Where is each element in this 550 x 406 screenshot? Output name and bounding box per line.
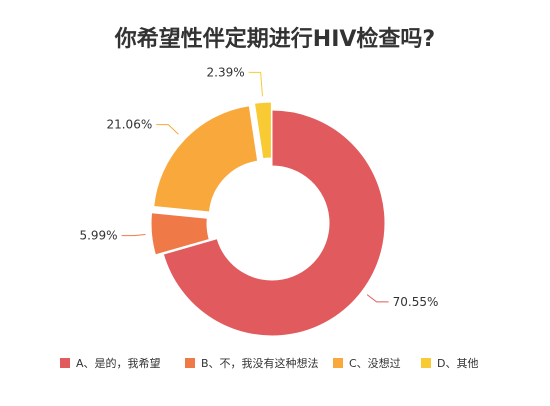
legend-item-c: C、没想过 (333, 356, 401, 370)
legend-item-d: D、其他 (421, 357, 478, 370)
chart-title: 你希望性伴定期进行HIV检查吗? (114, 26, 435, 52)
legend-swatch (333, 358, 343, 368)
legend-label: B、不，我没有这种想法 (201, 356, 319, 370)
slice-label-b: 5.99% (79, 229, 117, 243)
slice-label-a: 70.55% (393, 295, 439, 309)
slice-labels: 70.55% 5.99% 21.06% 2.39% (79, 65, 438, 308)
slice-c (153, 105, 259, 213)
legend-item-b: B、不，我没有这种想法 (185, 356, 319, 370)
chart-legend: A、是的，我希望 B、不，我没有这种想法 C、没想过 D、其他 (60, 356, 478, 370)
slice-d (253, 101, 272, 160)
leader-line-d (248, 71, 263, 97)
legend-label: A、是的，我希望 (76, 356, 161, 370)
leader-line-a (366, 294, 389, 303)
legend-item-a: A、是的，我希望 (60, 356, 161, 370)
slice-a (162, 109, 386, 337)
slice-b (150, 212, 210, 256)
leader-line-b (121, 234, 146, 237)
slice-label-d: 2.39% (207, 65, 245, 79)
leader-line-c (156, 124, 179, 135)
legend-swatch (60, 358, 70, 368)
chart-slices (150, 101, 386, 337)
legend-label: C、没想过 (349, 356, 401, 370)
legend-swatch (185, 358, 195, 368)
legend-label: D、其他 (437, 357, 478, 370)
leader-lines (121, 71, 389, 303)
legend-swatch (421, 358, 431, 368)
slice-label-c: 21.06% (106, 118, 152, 132)
